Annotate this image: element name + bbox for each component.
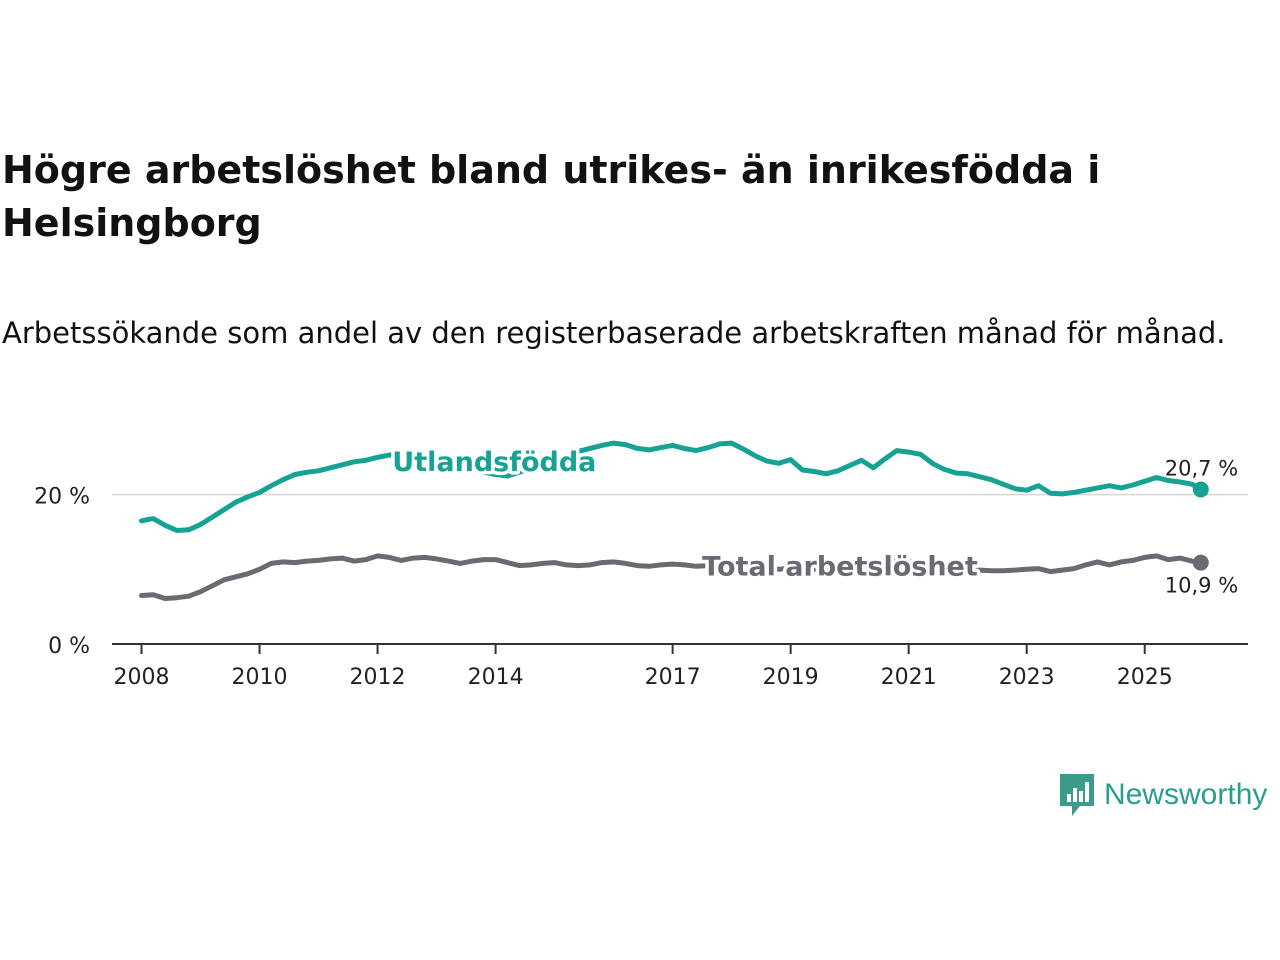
- series-name-label: Utlandsfödda: [392, 447, 596, 478]
- x-tick-label: 2021: [881, 665, 937, 690]
- series-line: [139, 440, 1204, 533]
- x-tick-label: 2010: [232, 665, 288, 690]
- x-tick-label: 2012: [350, 665, 406, 690]
- x-tick-label: 2025: [1117, 665, 1173, 690]
- newsworthy-logo-text: Newsworthy: [1104, 778, 1268, 811]
- y-tick-label: 0 %: [48, 634, 90, 659]
- newsworthy-logo-icon: [1060, 774, 1094, 816]
- series-end-point: [1192, 481, 1209, 498]
- series-end-point: [1192, 554, 1209, 571]
- chart-title: Högre arbetslöshet bland utrikes- än inr…: [2, 148, 1101, 245]
- series-lines: [139, 440, 1209, 601]
- x-axis: 2008 2010 2012 2014 2017 2019 2021 2023 2025: [112, 643, 1248, 690]
- x-tick-label: 2019: [763, 665, 819, 690]
- series-name-label: Total arbetslöshet: [702, 552, 978, 583]
- chart-subtitle: Arbetssökande som andel av den registerb…: [2, 316, 1226, 350]
- series-labels: 20,7 % Utlandsfödda 10,9 % Total arbetslösh…: [389, 444, 1238, 598]
- newsworthy-logo: Newsworthy: [1058, 772, 1267, 818]
- x-tick-label: 2014: [468, 665, 524, 690]
- series-line: [139, 553, 1204, 601]
- x-tick-label: 2017: [645, 665, 701, 690]
- line-chart: 0 % 20 % 2008 2010 2012 2014 2017 2019 2021 2023…: [34, 440, 1248, 690]
- series-end-value-label: 20,7 %: [1165, 456, 1238, 480]
- y-tick-label: 20 %: [34, 485, 90, 510]
- x-tick-label: 2023: [999, 665, 1055, 690]
- series-end-value-label: 10,9 %: [1165, 574, 1238, 598]
- x-tick-label: 2008: [114, 665, 170, 690]
